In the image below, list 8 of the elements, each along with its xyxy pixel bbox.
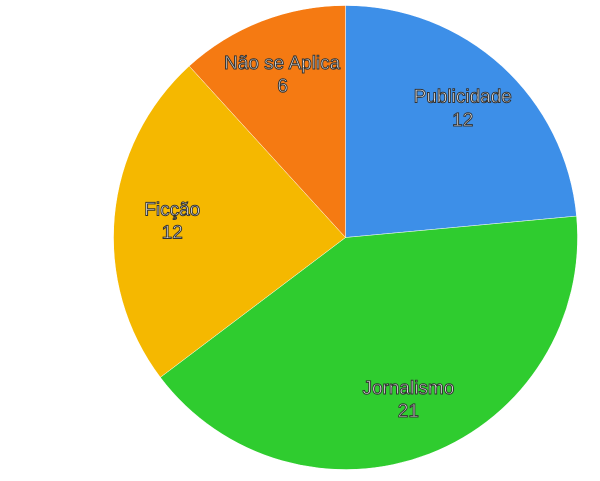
data-label: 12 bbox=[452, 110, 474, 131]
data-label: 6 bbox=[277, 76, 288, 98]
slice-label: Não se Aplica bbox=[224, 52, 341, 74]
slice-label: Jornalismo bbox=[362, 378, 454, 399]
data-label: 12 bbox=[162, 222, 183, 244]
slice-label: Publicidade bbox=[414, 86, 512, 108]
data-label: 21 bbox=[398, 401, 419, 422]
slice-label: Ficção bbox=[144, 199, 200, 220]
